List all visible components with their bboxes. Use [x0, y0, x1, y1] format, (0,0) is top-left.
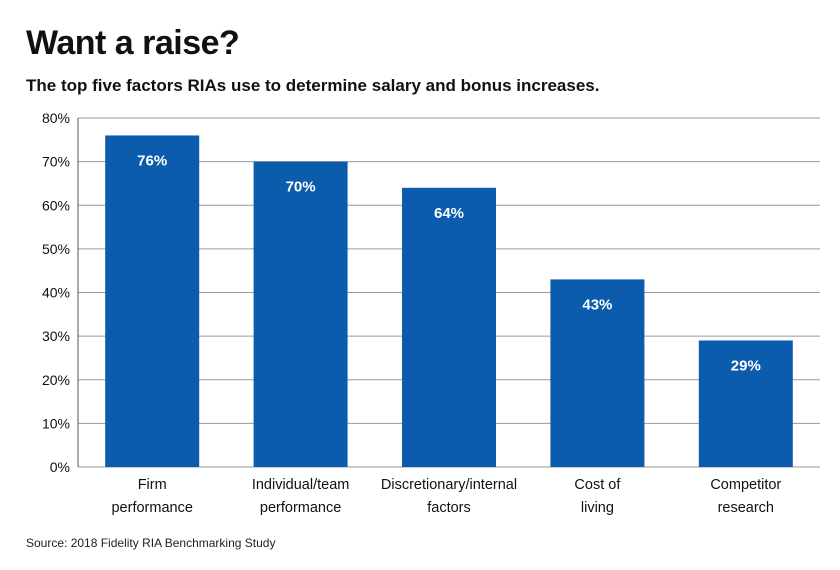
- chart-subtitle: The top five factors RIAs use to determi…: [26, 76, 600, 95]
- x-category-label: performance: [111, 500, 192, 516]
- bar-value-label: 64%: [434, 205, 464, 222]
- bar-value-label: 76%: [137, 152, 167, 169]
- x-category-label: performance: [260, 500, 341, 516]
- bar: [550, 279, 645, 467]
- y-tick-label: 20%: [42, 372, 70, 388]
- y-tick-label: 10%: [42, 415, 70, 431]
- y-tick-label: 50%: [42, 241, 70, 257]
- bar: [105, 135, 200, 467]
- y-tick-label: 80%: [42, 110, 70, 126]
- y-tick-label: 70%: [42, 154, 70, 170]
- y-tick-label: 40%: [42, 285, 70, 301]
- bar: [253, 161, 348, 467]
- x-category-label: research: [718, 500, 774, 516]
- y-tick-label: 30%: [42, 328, 70, 344]
- chart-title: Want a raise?: [26, 24, 240, 62]
- x-category-label: Competitor: [710, 477, 781, 493]
- x-category-label: Firm: [138, 477, 167, 493]
- bar: [698, 340, 793, 467]
- x-category-label: Individual/team: [252, 477, 350, 493]
- x-category-label: living: [581, 500, 614, 516]
- x-category-label: Discretionary/internal: [381, 477, 517, 493]
- y-tick-label: 60%: [42, 197, 70, 213]
- bar: [402, 187, 496, 468]
- bar-value-label: 29%: [731, 357, 761, 374]
- bar-value-label: 43%: [582, 296, 612, 313]
- x-category-label: factors: [427, 500, 471, 516]
- bar-value-label: 70%: [286, 179, 316, 196]
- y-tick-label: 0%: [50, 459, 70, 475]
- x-category-label: Cost of: [574, 477, 621, 493]
- source-note: Source: 2018 Fidelity RIA Benchmarking S…: [26, 536, 276, 550]
